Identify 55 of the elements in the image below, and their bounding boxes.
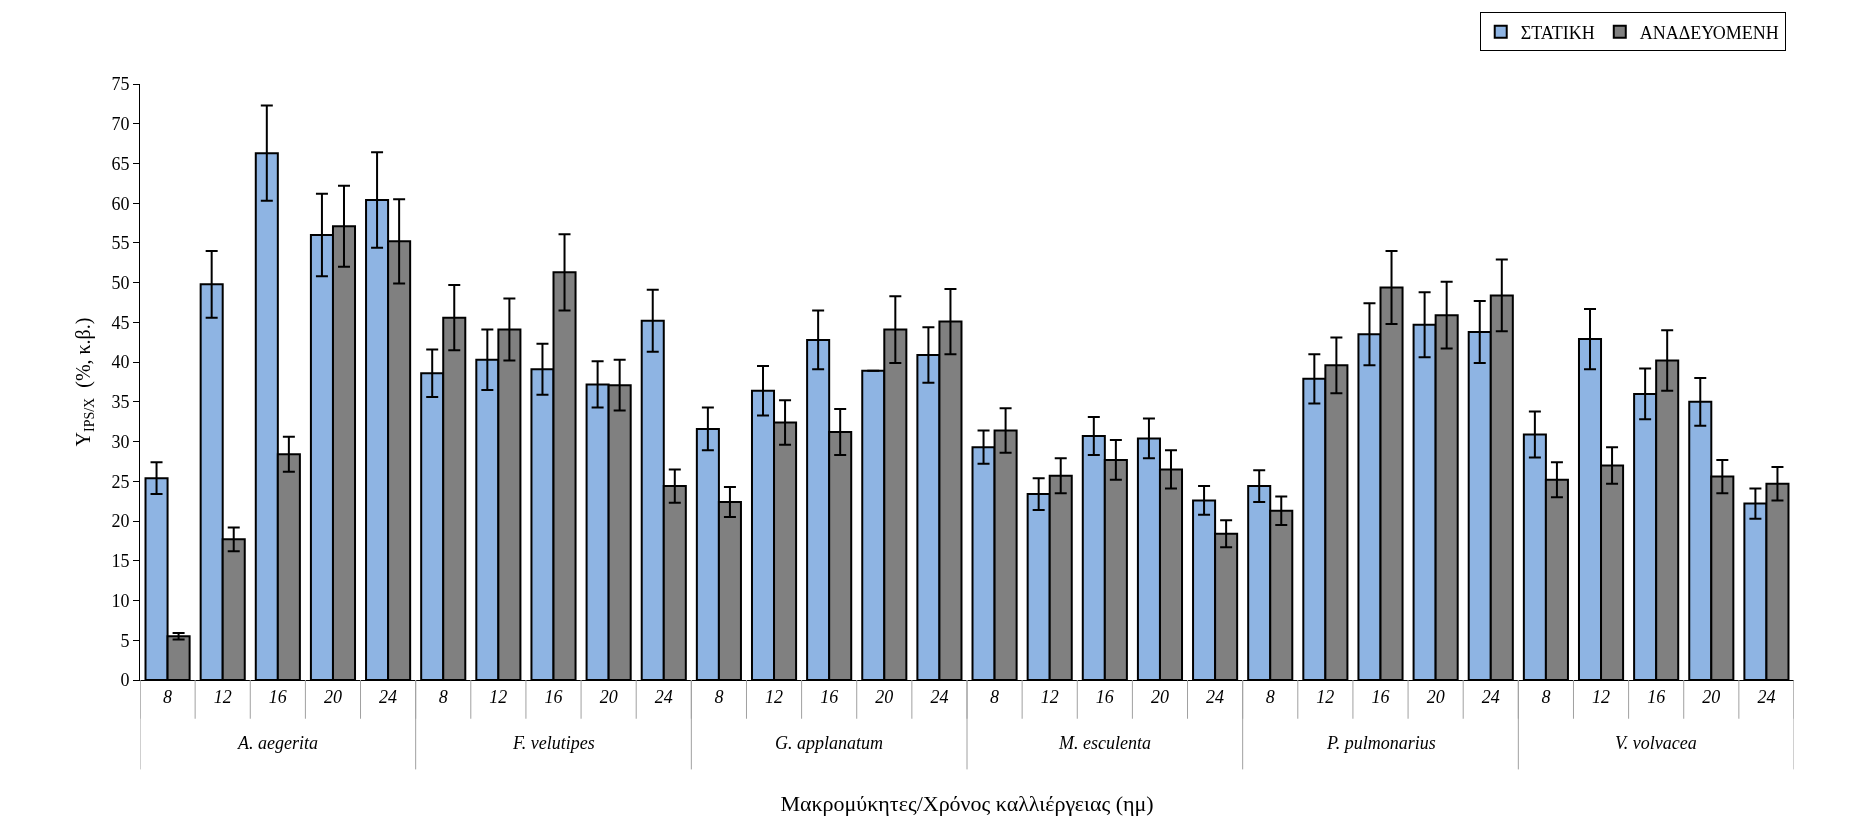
text: G. applanatum (775, 733, 883, 753)
x-tick-label: 24 (654, 686, 673, 707)
x-tick-label: 12 (489, 686, 508, 707)
x-tick-label: 24 (1206, 686, 1225, 707)
x-tick-label: 8 (1265, 686, 1275, 707)
text: V. volvacea (1615, 733, 1697, 753)
y-tick-label: 5 (120, 630, 130, 651)
x-tick-label: 16 (1371, 686, 1390, 707)
y-tick-label: 45 (111, 312, 130, 333)
x-tick-label: 16 (268, 686, 287, 707)
x-tick-label: 20 (323, 686, 342, 707)
x-tick-label: 16 (1095, 686, 1114, 707)
y-tick-label: 65 (111, 153, 130, 174)
x-tick-label: 8 (163, 686, 173, 707)
x-tick-label: 16 (820, 686, 839, 707)
x-tick-label: 8 (990, 686, 1000, 707)
y-tick-label: 35 (111, 392, 130, 413)
y-tick-label: 50 (111, 272, 130, 293)
x-tick-label: 16 (1647, 686, 1666, 707)
x-tick-label: 24 (930, 686, 949, 707)
text: M. esculenta (1058, 733, 1151, 753)
text: F. velutipes (512, 733, 595, 753)
x-tick-label: 20 (1426, 686, 1445, 707)
x-tick-label: 24 (379, 686, 398, 707)
y-tick-label: 55 (111, 233, 130, 254)
y-tick-label: 40 (111, 352, 130, 373)
x-tick-label: 8 (1541, 686, 1551, 707)
x-tick-label: 12 (1316, 686, 1335, 707)
x-tick-label: 20 (1150, 686, 1169, 707)
x-tick-label: 16 (544, 686, 563, 707)
y-tick-label: 20 (111, 511, 130, 532)
y-tick-label: 75 (111, 74, 130, 95)
y-tick-label: 30 (111, 431, 130, 452)
text: P. pulmonarius (1326, 733, 1436, 753)
y-tick-label: 25 (111, 471, 130, 492)
y-tick-label: 15 (111, 551, 130, 572)
x-tick-label: 12 (1592, 686, 1611, 707)
x-tick-label: 20 (875, 686, 894, 707)
y-tick-label: 0 (120, 670, 130, 691)
y-tick-label: 70 (111, 114, 130, 135)
y-tick-label: 10 (111, 590, 130, 611)
x-tick-label: 24 (1481, 686, 1500, 707)
x-tick-label: 12 (765, 686, 784, 707)
legend-label: ΣΤΑΤΙΚΗ (1520, 22, 1595, 43)
x-tick-label: 12 (213, 686, 232, 707)
x-tick-label: 20 (1702, 686, 1721, 707)
x-tick-label: 12 (1040, 686, 1059, 707)
x-tick-label: 8 (438, 686, 448, 707)
text: A. aegerita (237, 733, 318, 753)
x-tick-label: 24 (1757, 686, 1776, 707)
x-tick-label: 20 (599, 686, 618, 707)
x-tick-label: 8 (714, 686, 724, 707)
legend-label: ΑΝΑΔΕΥΟΜΕΝΗ (1639, 22, 1779, 43)
y-tick-label: 60 (111, 193, 130, 214)
x-axis-title: Μακρομύκητες/Χρόνος καλλιέργειας (ημ) (780, 791, 1154, 817)
